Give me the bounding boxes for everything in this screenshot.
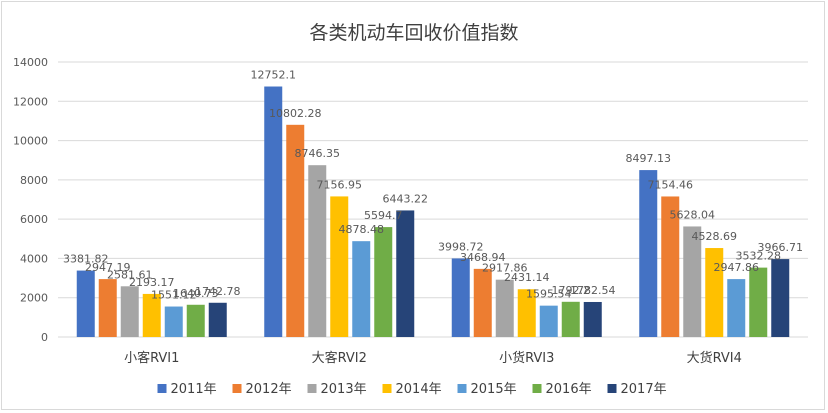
bar	[727, 279, 746, 337]
data-label: 8497.13	[626, 152, 672, 165]
bar	[583, 301, 602, 337]
data-label: 3468.94	[460, 251, 506, 264]
legend-label: 2011年	[171, 382, 217, 397]
data-label: 2431.14	[504, 271, 550, 284]
data-label: 3532.28	[736, 250, 782, 263]
bar	[639, 170, 658, 337]
data-label: 1595.54	[526, 288, 572, 301]
data-label: 2947.86	[714, 261, 760, 274]
data-label: 3998.72	[438, 240, 484, 253]
bar	[683, 226, 702, 337]
data-label: 2581.61	[107, 268, 153, 281]
data-label: 12752.1	[251, 69, 297, 82]
x-category-label: 大货RVI4	[687, 350, 742, 366]
chart-title: 各类机动车回收价值指数	[309, 22, 519, 44]
bar	[286, 124, 305, 338]
data-label: 4878.48	[339, 223, 385, 236]
y-tick-label: 14000	[13, 56, 48, 69]
data-label: 1792.2	[552, 284, 591, 297]
legend-label: 2012年	[246, 382, 292, 397]
legend-swatch	[532, 384, 542, 393]
x-category-label: 小货RVI3	[499, 350, 554, 366]
data-label: 3966.71	[758, 241, 804, 254]
bar	[98, 279, 117, 337]
data-label: 2947.19	[85, 261, 131, 274]
data-label: 10802.28	[269, 107, 322, 120]
bar	[396, 210, 415, 337]
bar	[352, 241, 371, 337]
legend-swatch	[157, 384, 167, 393]
data-label: 1782.54	[570, 284, 616, 297]
y-tick-label: 0	[41, 331, 48, 344]
y-tick-label: 6000	[20, 213, 48, 226]
legend-label: 2013年	[321, 382, 367, 397]
data-label: 2917.86	[482, 262, 528, 275]
bar	[561, 301, 580, 337]
bar	[308, 165, 327, 337]
data-label: 1640.73	[173, 287, 219, 300]
bar	[749, 267, 768, 337]
legend-swatch	[382, 384, 392, 393]
y-tick-label: 12000	[13, 95, 48, 108]
bar	[264, 86, 283, 337]
bar	[661, 196, 680, 337]
data-label: 6443.22	[383, 192, 429, 205]
bar	[186, 304, 205, 337]
legend-label: 2016年	[546, 382, 592, 397]
y-tick-label: 2000	[20, 292, 48, 305]
bar	[705, 248, 724, 337]
y-tick-label: 10000	[13, 135, 48, 148]
x-category-label: 大客RVI2	[312, 350, 367, 366]
data-label-layer: 3381.822947.192581.612193.171551.121640.…	[63, 69, 803, 302]
bar	[473, 268, 492, 337]
y-tick-label: 4000	[20, 252, 48, 265]
y-tick-label: 8000	[20, 174, 48, 187]
data-label: 2193.17	[129, 276, 175, 289]
legend-swatch	[607, 384, 617, 393]
legend-swatch	[307, 384, 317, 393]
x-axis-categories: 小客RVI1 大客RVI2 小货RVI3 大货RVI4	[124, 350, 742, 366]
legend: 2011年 2012年 2013年 2014年 2015年 2016年 2017年	[157, 382, 667, 397]
y-axis-ticks: 0 2000 4000 6000 8000 10000 12000 14000	[13, 56, 48, 344]
data-label: 7154.46	[648, 178, 694, 191]
legend-label: 2017年	[621, 382, 667, 397]
legend-label: 2014年	[396, 382, 442, 397]
bar	[76, 270, 95, 337]
bar	[517, 289, 536, 337]
grid-layer	[58, 61, 808, 338]
data-label: 4528.69	[692, 230, 738, 243]
x-category-label: 小客RVI1	[124, 350, 179, 366]
data-label: 1551.12	[151, 289, 197, 302]
data-label: 1742.78	[195, 285, 241, 298]
bar	[142, 293, 161, 337]
legend-label: 2015年	[471, 382, 517, 397]
data-label: 8746.35	[295, 147, 341, 160]
bar	[451, 258, 470, 337]
bar	[539, 305, 558, 337]
legend-swatch	[457, 384, 467, 393]
data-label: 3381.82	[63, 253, 109, 266]
data-label: 5594.7	[364, 209, 403, 222]
data-label: 7156.95	[317, 178, 363, 191]
bar	[208, 302, 227, 337]
bar-layer	[76, 86, 790, 338]
bar	[374, 227, 393, 337]
bar	[495, 279, 514, 337]
bar	[120, 286, 139, 337]
bar	[330, 196, 349, 337]
data-label: 5628.04	[670, 208, 716, 221]
legend-swatch	[232, 384, 242, 393]
bar	[164, 306, 183, 337]
bar	[771, 259, 790, 337]
